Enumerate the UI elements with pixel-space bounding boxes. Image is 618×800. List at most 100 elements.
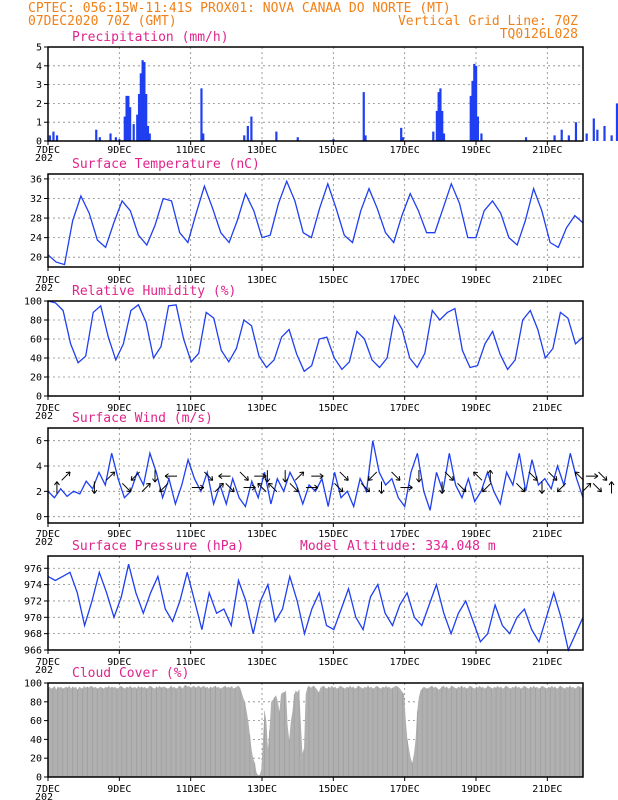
x-tick-label: 13DEC xyxy=(247,657,277,668)
x-tick-label: 13DEC xyxy=(247,403,277,414)
precip-bar xyxy=(480,133,483,141)
wind-arrow xyxy=(218,473,231,480)
x-tick-label: 11DEC xyxy=(176,275,206,286)
wind-arrow xyxy=(130,471,140,481)
wind-arrow xyxy=(254,473,267,480)
plot-frame xyxy=(47,427,584,524)
y-tick-label: 100 xyxy=(24,679,42,690)
x-tick-label: 11DEC xyxy=(176,784,206,795)
x-tick-label: 17DEC xyxy=(390,403,420,414)
wind-arrow xyxy=(164,473,178,480)
wind-arrow xyxy=(305,484,319,491)
panel-title: Surface Pressure (hPa) xyxy=(72,539,244,554)
y-tick-label: 80 xyxy=(30,316,42,327)
wind-arrow xyxy=(539,481,545,494)
x-tick-label: 7DEC xyxy=(36,657,60,668)
wind-arrow xyxy=(367,471,378,481)
x-tick-label: 13DEC xyxy=(247,275,277,286)
wind-arrow xyxy=(91,481,98,494)
wind-arrow xyxy=(152,470,158,483)
x-tick-label: 19DEC xyxy=(461,145,491,156)
x-tick-label: 17DEC xyxy=(390,657,420,668)
precip-bar xyxy=(55,135,59,141)
wind-arrow xyxy=(400,484,413,491)
wind-arrow xyxy=(225,482,235,493)
header-run-date: 07DEC2020 70Z (GMT) xyxy=(28,14,177,29)
wind-arrow xyxy=(268,482,278,493)
panel-title: Cloud Cover (%) xyxy=(72,666,189,681)
y-tick-label: 966 xyxy=(24,646,42,657)
series-line xyxy=(47,300,584,373)
precip-bar xyxy=(596,129,599,141)
x-tick-label: 11DEC xyxy=(176,657,206,668)
x-year-label: 202 xyxy=(35,537,53,548)
precip-bar xyxy=(364,135,367,141)
precip-bar xyxy=(574,122,578,141)
y-tick-label: 20 xyxy=(30,373,42,384)
plot-frame xyxy=(47,300,584,397)
precip-bar xyxy=(136,114,139,141)
x-tick-label: 7DEC xyxy=(36,275,60,286)
precip-bar xyxy=(592,118,595,141)
x-tick-label: 21DEC xyxy=(532,275,562,286)
precip-bar xyxy=(585,133,588,141)
x-tick-label: 17DEC xyxy=(390,145,420,156)
x-tick-label: 13DEC xyxy=(247,784,277,795)
precip-bar xyxy=(114,137,117,141)
x-tick-label: 7DEC xyxy=(36,529,60,540)
panel-surface-pressure: 966 968 970 972 974 976 7DEC 9DEC 11DEC 13DEC 15DE… xyxy=(24,539,584,676)
x-tick-label: 9DEC xyxy=(107,657,131,668)
precip-bar xyxy=(432,131,435,141)
precip-bar xyxy=(246,125,249,141)
wind-arrow xyxy=(439,481,446,494)
x-tick-label: 19DEC xyxy=(461,657,491,668)
plot-frame xyxy=(47,555,584,651)
x-tick-label: 21DEC xyxy=(532,529,562,540)
wind-arrow xyxy=(608,481,615,494)
wind-arrow xyxy=(487,469,494,483)
x-tick-label: 17DEC xyxy=(390,275,420,286)
x-tick-label: 21DEC xyxy=(532,145,562,156)
precip-bar xyxy=(362,92,365,141)
y-tick-label: 20 xyxy=(30,253,42,264)
y-tick-label: 970 xyxy=(24,613,42,624)
wind-arrow xyxy=(121,482,132,493)
x-year-label: 202 xyxy=(35,792,53,800)
wind-arrow xyxy=(416,470,422,483)
y-tick-label: 6 xyxy=(36,436,42,447)
precip-bar xyxy=(471,80,474,141)
x-tick-label: 19DEC xyxy=(461,403,491,414)
wind-arrow xyxy=(54,481,60,494)
y-tick-label: 972 xyxy=(24,596,42,607)
y-tick-label: 20 xyxy=(30,754,42,765)
precip-bar xyxy=(141,60,144,141)
precip-bar xyxy=(442,133,446,141)
wind-arrow xyxy=(239,471,249,481)
precip-bar xyxy=(439,88,442,141)
x-year-label: 202 xyxy=(35,283,53,294)
wind-arrow xyxy=(141,482,151,493)
wind-arrow xyxy=(598,471,608,481)
precip-bar xyxy=(469,95,472,141)
wind-arrow xyxy=(334,482,344,493)
wind-arrow xyxy=(159,482,169,493)
wind-arrow xyxy=(444,471,454,481)
x-tick-label: 11DEC xyxy=(176,145,206,156)
x-tick-label: 9DEC xyxy=(107,275,131,286)
x-tick-label: 11DEC xyxy=(176,529,206,540)
y-tick-label: 36 xyxy=(30,174,42,185)
precip-bar xyxy=(95,129,98,141)
panel-surface-temperature: 20 24 28 32 36 7DEC 9DEC 11DEC 13DEC 15DEC 17DEC 19… xyxy=(30,157,584,294)
x-tick-label: 7DEC xyxy=(36,145,60,156)
x-tick-label: 17DEC xyxy=(390,784,420,795)
panel-precipitation: 0 1 2 3 4 5 7DEC 9DEC 11DEC 13DEC 15DEC 17DEC 19DEC 2… xyxy=(35,30,618,164)
series-line xyxy=(47,179,584,266)
precip-bar xyxy=(400,127,403,141)
precip-bar xyxy=(132,124,135,141)
x-tick-label: 17DEC xyxy=(390,529,420,540)
y-tick-label: 974 xyxy=(24,580,42,591)
y-tick-label: 4 xyxy=(36,462,42,473)
wind-arrow xyxy=(294,471,305,481)
x-tick-label: 21DEC xyxy=(532,784,562,795)
